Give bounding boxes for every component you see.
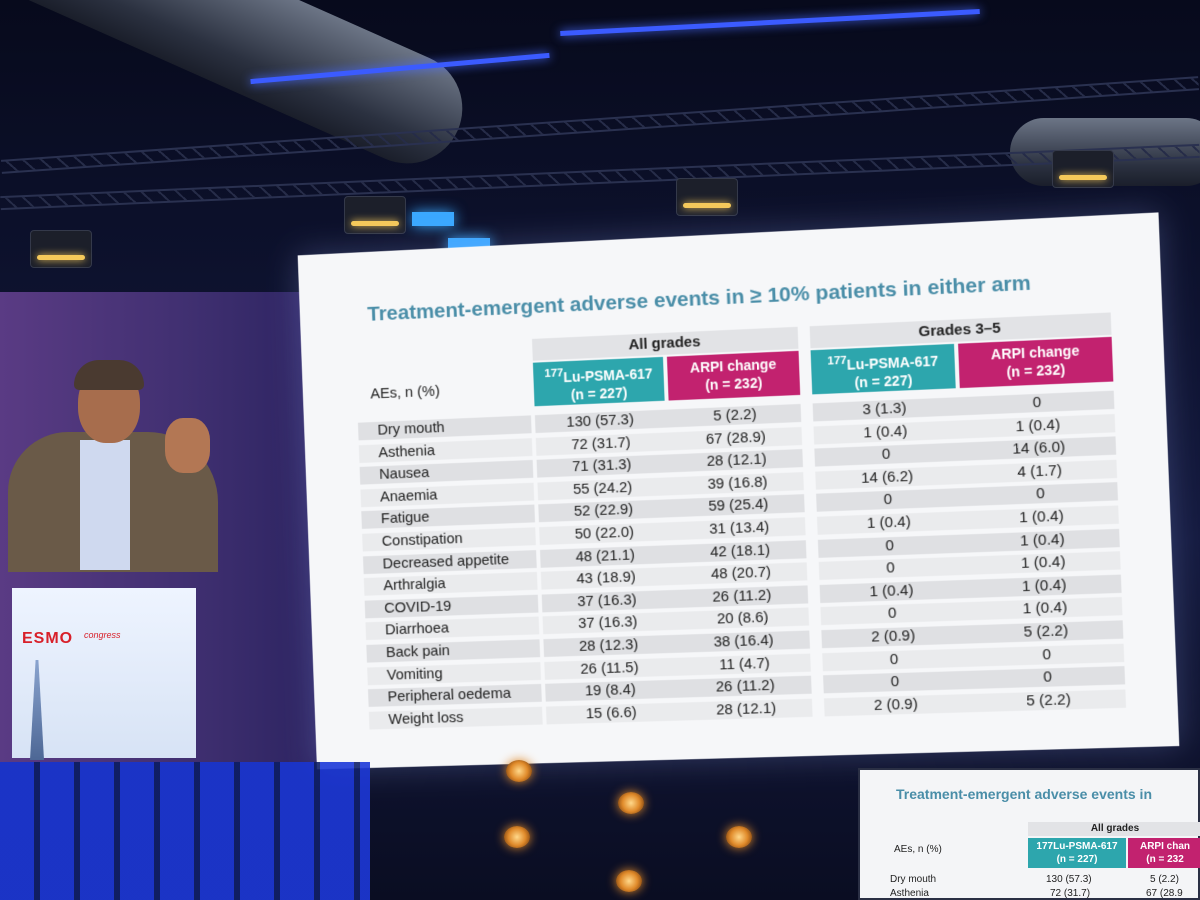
- monitor-row-label: Asthenia: [890, 888, 929, 899]
- blue-panel-light: [412, 212, 454, 226]
- ae-value-cell: 20 (8.6): [677, 608, 809, 630]
- monitor-row-value: 72 (31.7): [1050, 888, 1090, 899]
- monitor-arm-arpi: ARPI chan (n = 232: [1128, 838, 1200, 868]
- arm-header-lu-all: 177Lu-PSMA-617 (n = 227): [533, 357, 665, 406]
- esmo-congress-text: congress: [84, 630, 121, 640]
- monitor-row-value: 5 (2.2): [1150, 874, 1179, 885]
- monitor-row-value: 67 (28.9: [1146, 888, 1183, 899]
- ae-label: Peripheral oedema: [387, 685, 511, 706]
- ae-value-cell: 0: [971, 666, 1125, 689]
- monitor-title: Treatment-emergent adverse events in: [896, 786, 1152, 802]
- ae-value-cell: 26 (11.2): [679, 676, 811, 698]
- arm-header-lu-g35: 177Lu-PSMA-617 (n = 227): [811, 344, 956, 395]
- ae-value-cell: 0: [822, 648, 966, 671]
- monitor-group-header: All grades: [1028, 822, 1200, 836]
- arm-name: ARPI change: [991, 342, 1080, 362]
- speaker-hand: [165, 418, 210, 473]
- ae-value-cell: 28 (12.3): [543, 635, 674, 657]
- ae-value-cell: 26 (11.2): [676, 585, 808, 607]
- ae-label: Nausea: [379, 464, 430, 484]
- ae-label: Fatigue: [381, 509, 430, 529]
- ae-label: Anaemia: [380, 486, 438, 506]
- arm-n: (n = 232): [959, 358, 1113, 383]
- adverse-events-table: Dry mouth 130 (57.3) 5 (2.2) 3 (1.3) 0 Asthen…: [358, 388, 1128, 731]
- ae-label: Constipation: [381, 530, 463, 551]
- ae-value-cell: 0: [820, 603, 964, 626]
- ae-label: Arthralgia: [383, 575, 446, 595]
- presentation-slide: Treatment-emergent adverse events in ≥ 1…: [298, 212, 1180, 769]
- stage-light: [504, 826, 530, 848]
- ae-value-cell: 28 (12.1): [680, 698, 812, 720]
- arm-name: ARPI change: [690, 356, 777, 376]
- blue-led-wall: [0, 762, 370, 900]
- arm-name: 177Lu-PSMA-617: [544, 365, 653, 386]
- speaker-hair: [74, 360, 144, 390]
- ae-label: Weight loss: [388, 709, 464, 729]
- spotlight: [676, 178, 738, 216]
- arm-name: 177Lu-PSMA-617: [827, 352, 938, 373]
- monitor-arm-lu: 177Lu-PSMA-617 (n = 227): [1028, 838, 1126, 868]
- arm-header-arpi-g35: ARPI change (n = 232): [958, 337, 1113, 388]
- ae-label: Dry mouth: [377, 419, 445, 440]
- confidence-monitor: Treatment-emergent adverse events in All…: [858, 768, 1200, 900]
- speaker-shirt: [80, 440, 130, 570]
- ae-value-cell: 5 (2.2): [972, 689, 1126, 712]
- ae-label: Asthenia: [378, 442, 435, 462]
- ae-value-cell: 26 (11.5): [544, 657, 675, 679]
- stage-light: [506, 760, 532, 782]
- monitor-row-value: 130 (57.3): [1046, 874, 1092, 885]
- ae-label: Vomiting: [386, 665, 442, 684]
- aes-column-header: AEs, n (%): [370, 383, 440, 403]
- stage-light: [616, 870, 642, 892]
- ae-value-cell: 15 (6.6): [546, 702, 677, 724]
- esmo-logo: ESMO: [22, 630, 73, 648]
- monitor-row-label: Dry mouth: [890, 874, 936, 885]
- ae-value-cell: 19 (8.4): [545, 680, 676, 702]
- ae-value-cell: 0: [823, 671, 967, 693]
- ae-label: Back pain: [386, 642, 451, 662]
- ae-value-cell: 48 (21.1): [540, 545, 671, 568]
- ae-value-cell: 11 (4.7): [678, 653, 810, 675]
- ae-value-cell: 2 (0.9): [821, 625, 965, 648]
- spotlight: [1052, 150, 1114, 188]
- arm-header-arpi-all: ARPI change (n = 232): [667, 351, 800, 401]
- spotlight: [30, 230, 92, 268]
- ae-value-cell: 37 (16.3): [542, 590, 673, 612]
- blue-light-bar: [560, 9, 980, 36]
- stage-light: [726, 826, 752, 848]
- slide-title: Treatment-emergent adverse events in ≥ 1…: [367, 272, 1031, 327]
- ae-label: Diarrhoea: [385, 620, 450, 640]
- ae-value-cell: 2 (0.9): [824, 694, 968, 716]
- ae-value-cell: 0: [970, 643, 1124, 666]
- stage-light: [618, 792, 644, 814]
- arm-n: (n = 232): [668, 372, 800, 396]
- ae-label: COVID-19: [384, 597, 452, 617]
- ae-value-cell: 43 (18.9): [541, 567, 672, 589]
- spotlight: [344, 196, 406, 234]
- monitor-aes-header: AEs, n (%): [894, 844, 942, 855]
- ae-label: Decreased appetite: [382, 551, 509, 573]
- ae-value-cell: 48 (20.7): [675, 562, 807, 585]
- ae-value-cell: 38 (16.4): [678, 630, 810, 652]
- ae-value-cell: 37 (16.3): [543, 612, 674, 634]
